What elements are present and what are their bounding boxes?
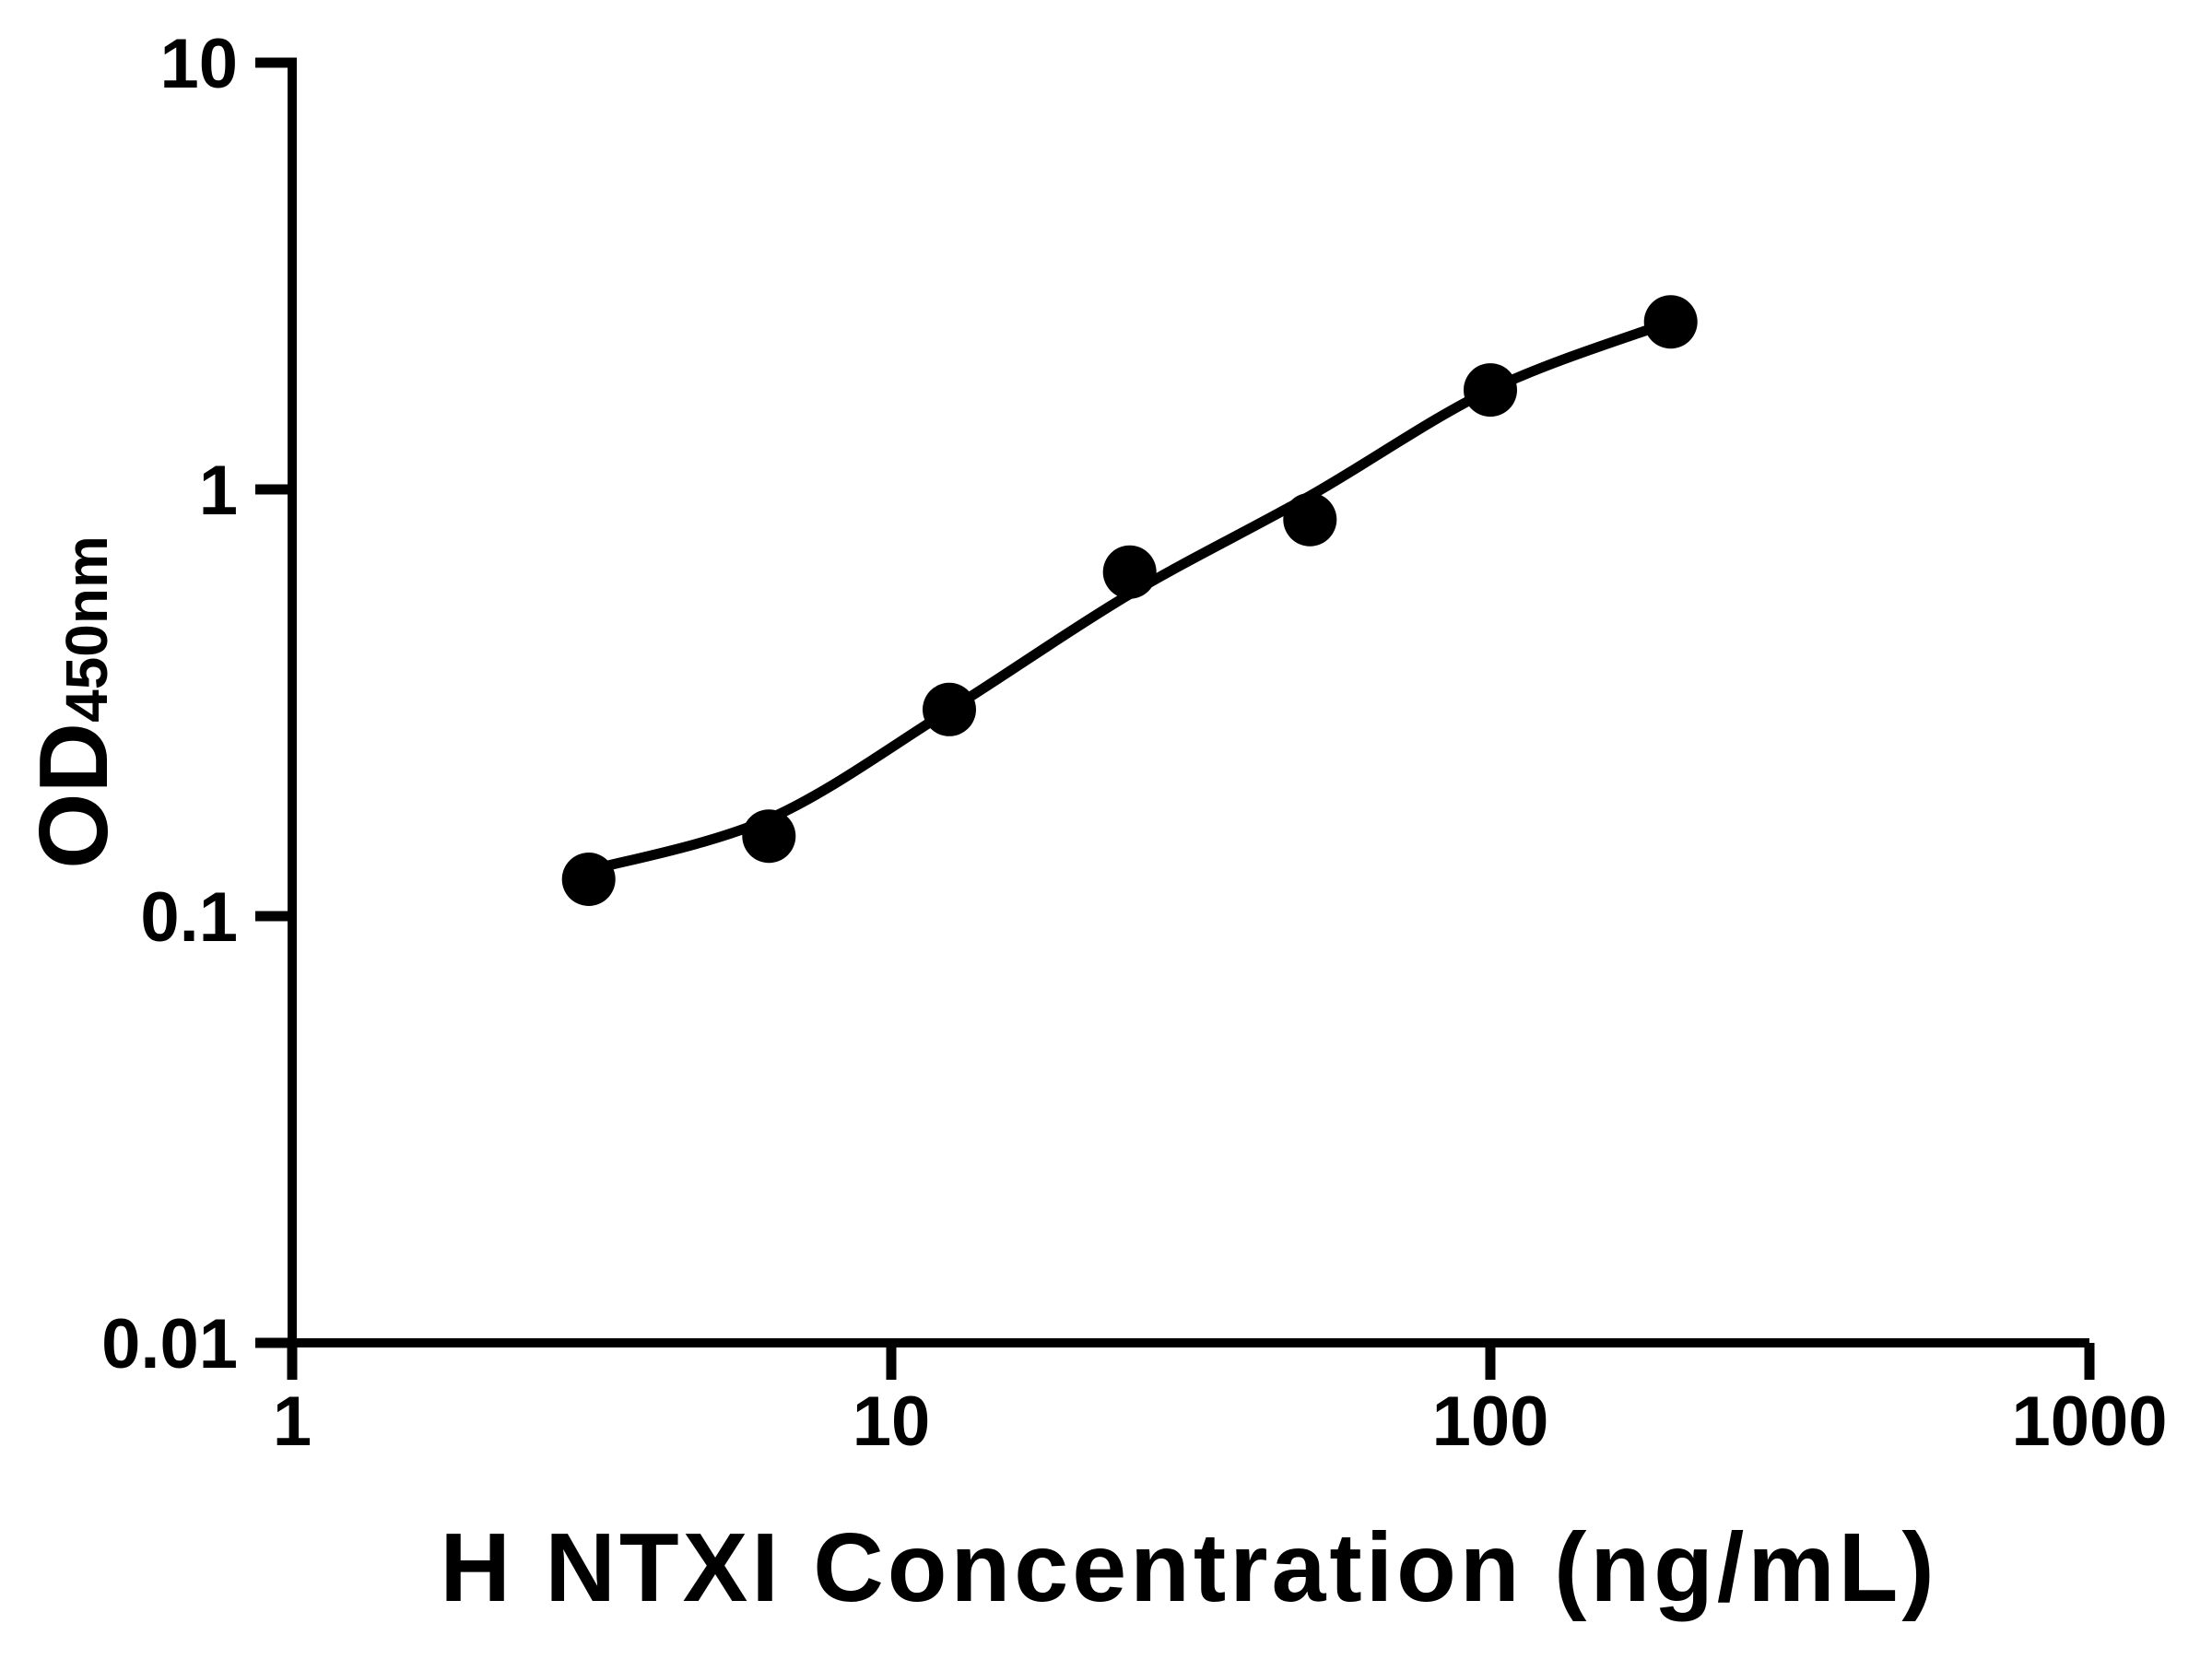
x-tick-label-1: 1 bbox=[273, 1382, 312, 1461]
y-axis-title-main: OD bbox=[19, 723, 128, 869]
x-tick-label-1000: 1000 bbox=[2011, 1382, 2167, 1461]
data-point-4 bbox=[1102, 545, 1157, 599]
axes-group bbox=[255, 57, 2095, 1380]
y-tick-label-0.1: 0.1 bbox=[140, 878, 238, 957]
x-axis-title: H NTXI Concentration (ng/mL) bbox=[440, 1513, 1937, 1622]
y-tick-label-1: 1 bbox=[199, 452, 238, 530]
x-tick-label-100: 100 bbox=[1432, 1382, 1549, 1461]
tick-labels-group: 10 1 0.1 0.01 1 10 100 1000 bbox=[101, 25, 2167, 1461]
data-point-7 bbox=[1643, 295, 1698, 349]
data-point-3 bbox=[923, 682, 976, 736]
x-tick-label-10: 10 bbox=[853, 1382, 931, 1461]
data-point-5 bbox=[1283, 492, 1337, 547]
y-axis-title: OD450nm bbox=[19, 535, 128, 869]
data-points-group bbox=[561, 295, 1698, 906]
y-tick-label-10: 10 bbox=[159, 25, 238, 103]
data-point-6 bbox=[1464, 363, 1517, 418]
data-point-2 bbox=[742, 809, 796, 864]
y-tick-label-0.01: 0.01 bbox=[101, 1305, 238, 1383]
data-point-1 bbox=[561, 853, 616, 906]
y-axis-title-sub: 450nm bbox=[53, 535, 120, 723]
